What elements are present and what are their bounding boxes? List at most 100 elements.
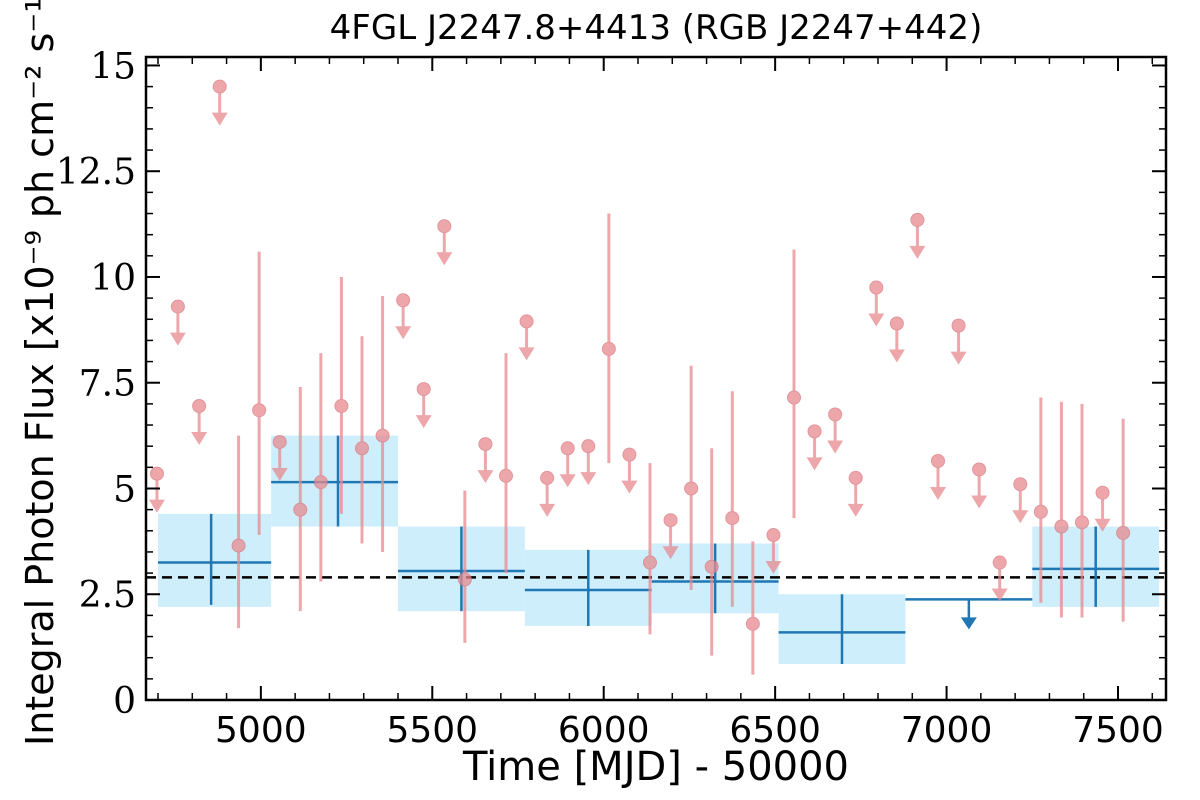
- x-tick-label: 5000: [215, 710, 307, 751]
- short-bin-point: [971, 462, 988, 509]
- short-bin-point: [1116, 418, 1131, 622]
- x-tick-label: 7500: [1072, 710, 1164, 751]
- short-bin-marker: [1116, 525, 1131, 540]
- y-tick-label: 7.5: [79, 364, 136, 405]
- short-bin-ul-arrow: [847, 503, 864, 517]
- short-bin-point: [868, 280, 885, 327]
- x-tick-label: 6000: [558, 710, 650, 751]
- short-bin-marker: [643, 555, 657, 570]
- short-bin-point: [580, 439, 597, 486]
- short-bin-marker: [192, 398, 207, 413]
- short-bin-marker: [684, 481, 699, 496]
- long-bin-series: [158, 435, 1160, 665]
- short-bin-marker: [869, 280, 884, 295]
- short-bin-marker: [499, 468, 513, 483]
- x-tick-label: 7000: [901, 710, 993, 751]
- short-bin-point: [355, 336, 369, 544]
- short-bin-point: [621, 447, 638, 494]
- short-bin-marker: [972, 462, 987, 477]
- long-bin-bands: [158, 435, 1160, 665]
- short-bin-point: [191, 398, 208, 445]
- short-bin-ul-arrow: [909, 245, 926, 259]
- short-bin-point: [847, 470, 864, 517]
- short-bin-ul-arrow: [518, 347, 535, 361]
- short-bin-point: [518, 314, 535, 361]
- y-tick-label: 15: [90, 46, 136, 87]
- short-bin-ul-arrow: [806, 457, 823, 471]
- short-bin-ul-arrow: [148, 499, 165, 513]
- short-bin-ul-arrow: [868, 313, 885, 327]
- short-bin-point: [909, 212, 926, 259]
- short-bin-ul-arrow: [395, 326, 412, 340]
- short-bin-point: [806, 424, 823, 471]
- short-bin-ul-arrow: [191, 431, 208, 445]
- short-bin-point: [148, 466, 165, 513]
- short-bin-point: [662, 513, 679, 560]
- short-bin-marker: [560, 441, 575, 456]
- short-bin-ul-arrow: [950, 351, 967, 365]
- short-bin-marker: [663, 513, 678, 528]
- short-bin-marker: [231, 538, 246, 553]
- short-bin-marker: [396, 293, 411, 308]
- short-bin-point: [704, 448, 719, 656]
- short-bin-marker: [313, 475, 328, 490]
- y-tick-label: 0: [113, 681, 136, 722]
- short-bin-point: [375, 296, 390, 552]
- short-bin-point: [211, 79, 228, 126]
- short-bin-point: [231, 435, 246, 629]
- short-bin-ul-arrow: [477, 470, 494, 484]
- short-bin-point: [539, 470, 556, 517]
- short-bin-point: [499, 353, 513, 574]
- y-tick-label: 5: [113, 469, 136, 510]
- short-bin-marker: [1095, 485, 1110, 500]
- short-bin-point: [991, 555, 1008, 602]
- short-bin-point: [787, 249, 801, 519]
- short-bin-point: [436, 219, 453, 266]
- short-bin-point: [888, 316, 905, 363]
- short-bin-marker: [766, 528, 781, 543]
- short-bin-ul-arrow: [765, 561, 782, 575]
- short-bin-marker: [992, 555, 1007, 570]
- short-bin-point: [559, 441, 576, 488]
- short-bin-ul-arrow: [827, 440, 844, 454]
- short-bin-marker: [416, 382, 431, 397]
- short-bin-point: [1033, 397, 1048, 603]
- short-bin-point: [684, 365, 699, 591]
- short-bin-marker: [252, 403, 267, 418]
- short-bin-ul-arrow: [1012, 510, 1029, 524]
- long-bin-point: [524, 549, 652, 626]
- short-bin-point: [1075, 403, 1089, 618]
- short-bin-point: [313, 353, 328, 582]
- short-bin-ul-arrow: [1094, 518, 1111, 532]
- long-bin-band: [158, 513, 272, 607]
- long-bin-point: [158, 513, 272, 605]
- short-bin-point: [271, 434, 288, 481]
- x-tick-label: 5500: [386, 710, 478, 751]
- y-tick-label: 10: [90, 258, 136, 299]
- axes: 5000 5500 6000 6500 7000 7500 0 2.5 5 7.5 10 12.5 15: [56, 46, 1168, 751]
- y-tick-label: 12.5: [56, 152, 136, 193]
- short-bin-ul-arrow: [930, 486, 946, 500]
- short-bin-marker: [581, 439, 596, 454]
- short-bin-point: [169, 299, 186, 346]
- short-bin-point: [725, 391, 740, 607]
- long-bin-ul-arrow: [960, 617, 977, 630]
- short-bin-marker: [828, 407, 843, 422]
- short-bin-marker: [540, 470, 555, 485]
- short-bin-point: [415, 382, 432, 429]
- short-bin-point: [477, 437, 494, 484]
- short-bin-point: [601, 213, 616, 464]
- short-bin-marker: [745, 616, 760, 631]
- short-bin-marker: [601, 341, 616, 356]
- short-bin-marker: [457, 572, 472, 587]
- short-bin-ul-arrow: [991, 588, 1008, 602]
- short-bin-marker: [149, 466, 164, 481]
- short-bin-ul-arrow: [559, 474, 576, 488]
- short-bin-marker: [622, 447, 637, 462]
- short-bin-marker: [478, 437, 493, 452]
- short-bin-marker: [519, 314, 534, 329]
- short-bin-marker: [293, 502, 308, 517]
- long-bin-point: [398, 526, 525, 612]
- short-bin-marker: [951, 318, 966, 333]
